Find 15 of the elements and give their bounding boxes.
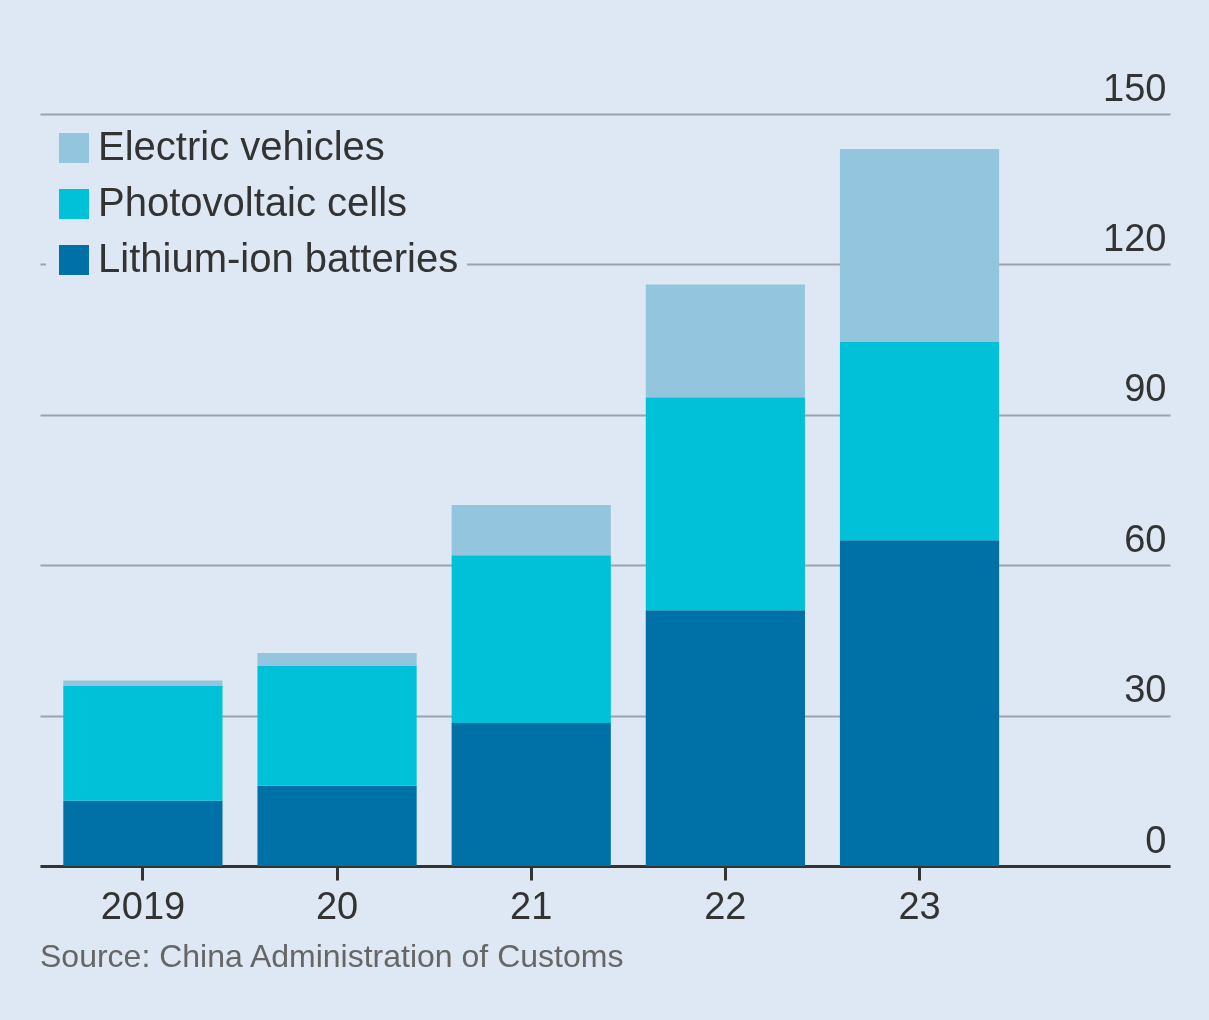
y-tick-label: 30 <box>1124 668 1167 711</box>
x-tick-label: 2019 <box>100 884 186 927</box>
x-tick-label: 21 <box>510 884 553 927</box>
y-tick-label: 60 <box>1124 517 1167 560</box>
legend-label: Photovoltaic cells <box>98 180 408 224</box>
legend-label: Lithium-ion batteries <box>98 236 459 280</box>
x-tick-label: 23 <box>898 884 941 927</box>
legend-label: Electric vehicles <box>98 124 385 168</box>
x-tick-label: 20 <box>315 884 359 927</box>
x-tick-label: 22 <box>704 884 747 927</box>
y-tick-label: 150 <box>1103 66 1167 109</box>
y-tick-label: 120 <box>1103 216 1167 259</box>
y-tick-label: 90 <box>1124 367 1167 410</box>
source-note: Source: China Administration of Customs <box>40 938 624 974</box>
y-tick-label: 0 <box>1145 818 1167 861</box>
